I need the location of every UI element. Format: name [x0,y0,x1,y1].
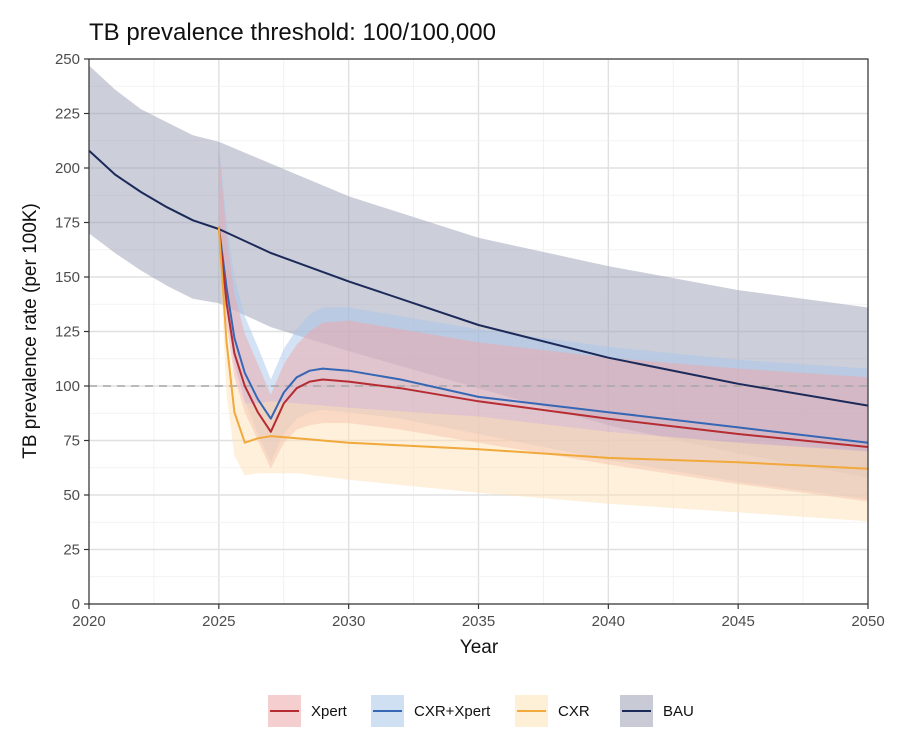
legend-label: CXR+Xpert [414,703,491,720]
x-tick-label: 2035 [462,613,495,630]
line-xpert [217,226,869,448]
y-tick-label: 25 [63,542,80,559]
x-tick-label: 2045 [721,613,754,630]
y-tick-label: 0 [72,596,80,613]
y-tick-label: 125 [55,324,80,341]
y-tick-label: 75 [63,433,80,450]
y-tick-label: 250 [55,51,80,68]
x-tick-label: 2020 [72,613,105,630]
legend-item-bau: BAU [620,695,694,727]
y-tick-label: 150 [55,269,80,286]
legend-item-cxr-xpert: CXR+Xpert [371,695,491,727]
confidence-bands [89,65,869,522]
line-cxr-xpert [217,226,869,444]
legend-label: Xpert [311,703,348,720]
series-lines [88,149,869,470]
y-tick-label: 50 [63,487,80,504]
legend-item-xpert: Xpert [268,695,348,727]
x-tick-label: 2050 [851,613,884,630]
x-tick-label: 2025 [202,613,235,630]
chart-title: TB prevalence threshold: 100/100,000 [89,19,496,46]
y-tick-label: 100 [55,378,80,395]
band-cxr [218,220,869,522]
line-cxr [217,226,869,470]
y-tick-label: 200 [55,160,80,177]
line-bau [88,149,869,407]
legend: Xpert CXR+Xpert CXR BAU [268,695,694,727]
legend-item-cxr: CXR [515,695,590,727]
x-axis-title: Year [460,637,499,658]
y-tick-label: 225 [55,106,80,123]
axis-ticks: 2020 2025 2030 2035 2040 2045 2050 0 25 50 75 100 12… [55,51,885,630]
y-axis-title: TB prevalence rate (per 100K) [20,203,41,459]
legend-label: CXR [558,703,590,720]
x-tick-label: 2030 [332,613,365,630]
x-tick-label: 2040 [592,613,625,630]
legend-label: BAU [663,703,694,720]
y-tick-label: 175 [55,215,80,232]
